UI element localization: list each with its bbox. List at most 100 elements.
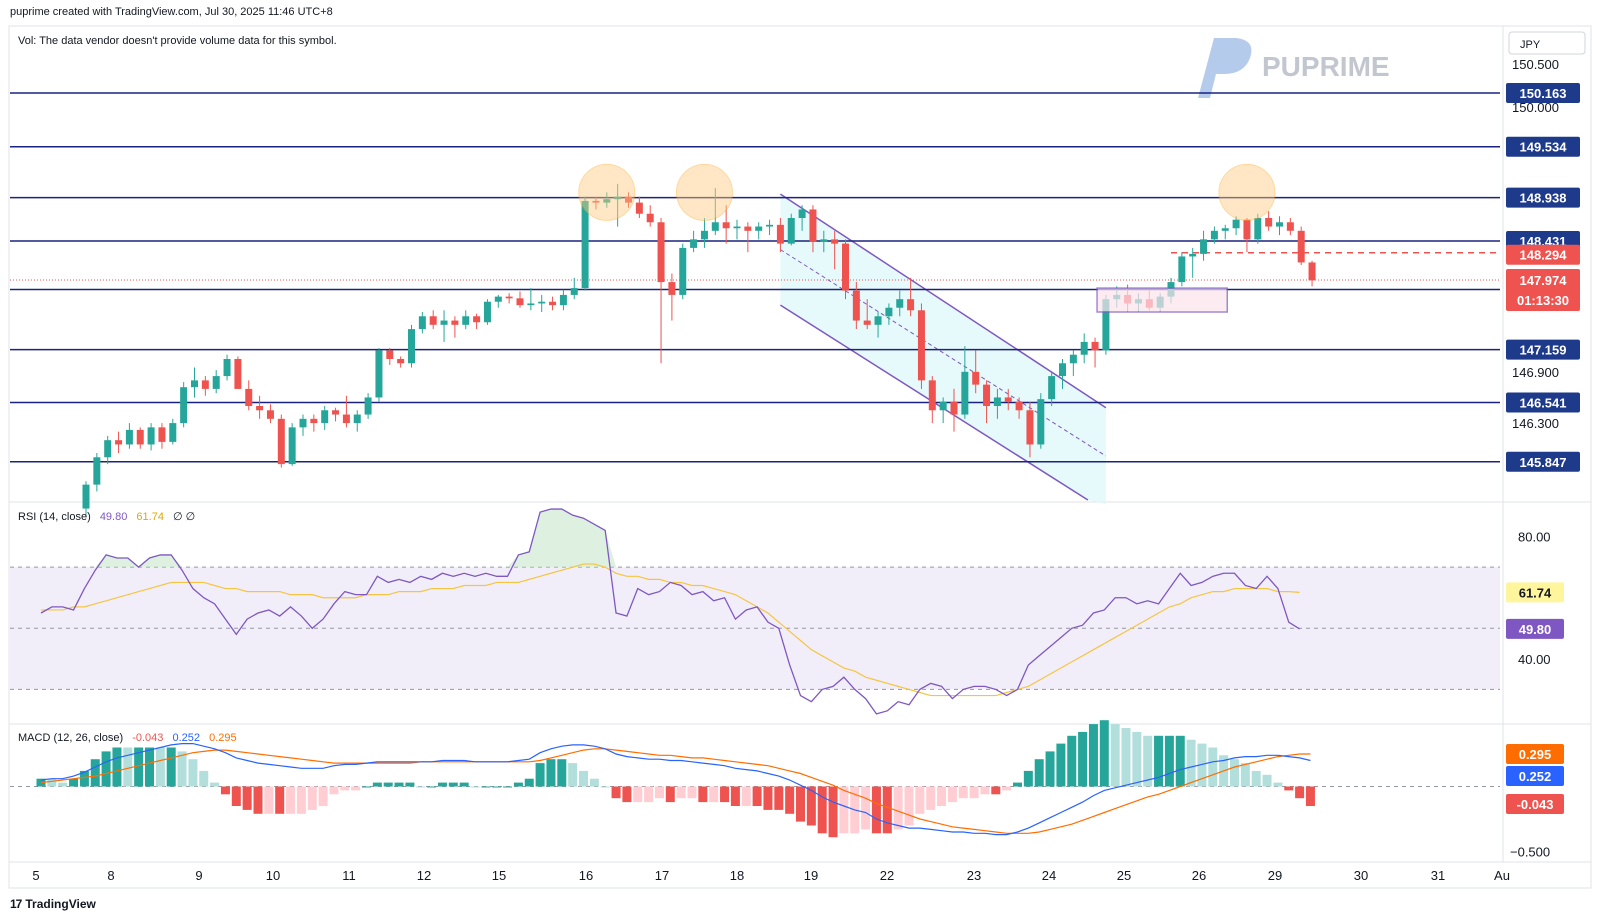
macd-hist-bar bbox=[188, 759, 198, 787]
candle-body bbox=[82, 484, 90, 509]
candle-body bbox=[549, 301, 557, 306]
channel-mid-line bbox=[780, 249, 1107, 457]
top-highlight-circle[interactable] bbox=[1218, 163, 1276, 221]
macd-hist-bar bbox=[915, 786, 925, 814]
candle-body bbox=[972, 371, 980, 385]
macd-hist-bar bbox=[1034, 759, 1044, 787]
countdown-badge: 01:13:30 bbox=[1517, 293, 1569, 308]
macd-hist-bar bbox=[394, 782, 404, 787]
macd-hist-bar bbox=[947, 786, 957, 803]
time-tick: 11 bbox=[342, 868, 356, 883]
macd-hist-bar bbox=[1154, 735, 1164, 787]
candle-body bbox=[473, 316, 481, 323]
macd-hist-bar bbox=[307, 786, 317, 810]
top-highlight-circle[interactable] bbox=[578, 163, 636, 221]
price-axis[interactable]: 150.500 150.000 146.900 146.300 bbox=[1512, 57, 1559, 431]
macd-hist-bar bbox=[991, 786, 1001, 795]
rsi-ma-badge-bg bbox=[1506, 582, 1564, 603]
candle-body bbox=[310, 418, 318, 424]
candle-body bbox=[755, 226, 763, 231]
candle-body bbox=[993, 397, 1001, 406]
candle-body bbox=[690, 239, 698, 248]
candle-body bbox=[223, 359, 231, 377]
macd-hist-bar bbox=[177, 751, 187, 787]
macd-hist-bar bbox=[405, 782, 415, 787]
level-badge: 150.163 bbox=[1520, 86, 1567, 101]
macd-hist-bar bbox=[1305, 786, 1315, 806]
macd-hist-bar bbox=[69, 778, 79, 787]
macd-hist-bar bbox=[806, 786, 816, 826]
macd-hist-bar bbox=[448, 782, 458, 787]
candle-body bbox=[505, 296, 513, 299]
candle-body bbox=[1276, 222, 1283, 227]
macd-hist-bar bbox=[383, 782, 393, 787]
candle-body bbox=[722, 222, 730, 229]
candle-body bbox=[679, 247, 687, 295]
candle-body bbox=[125, 429, 133, 445]
candle-body bbox=[896, 299, 904, 308]
macd-hist-bar bbox=[871, 786, 881, 834]
macd-hist-bar bbox=[123, 747, 133, 787]
candle-body bbox=[527, 303, 535, 306]
macd-hist-bar bbox=[926, 786, 936, 810]
time-tick: 30 bbox=[1354, 868, 1368, 883]
macd-pane[interactable]: −0.500 0.295 0.252 -0.043 bbox=[10, 720, 1564, 860]
time-tick: 29 bbox=[1268, 868, 1282, 883]
currency-box[interactable] bbox=[1508, 31, 1586, 55]
candle-body bbox=[700, 230, 708, 240]
macd-hist-bar bbox=[1175, 735, 1185, 787]
candle-body bbox=[93, 457, 101, 485]
candle-body bbox=[1221, 228, 1229, 231]
candle-body bbox=[158, 427, 166, 442]
macd-hist-bar bbox=[470, 786, 480, 788]
macd-hist-bar bbox=[166, 747, 176, 787]
macd-hist-bar bbox=[1013, 782, 1022, 787]
macd-hist-bar bbox=[329, 786, 339, 795]
rsi-pane[interactable]: 80.00 40.00 61.74 49.80 bbox=[10, 508, 1564, 715]
rsi-line[interactable] bbox=[40, 508, 1300, 715]
macd-hist-bar bbox=[796, 786, 805, 822]
top-highlight-circle[interactable] bbox=[675, 163, 733, 221]
macd-hist-bar bbox=[286, 786, 296, 814]
candle-body bbox=[1091, 341, 1099, 351]
macd-tick: −0.500 bbox=[1510, 845, 1550, 860]
macd-hist-bar bbox=[481, 786, 491, 788]
candle-body bbox=[885, 307, 893, 317]
macd-signal-line[interactable] bbox=[40, 748, 1311, 834]
vol-note: Vol: The data vendor doesn't provide vol… bbox=[18, 35, 337, 47]
macd-hist-bar bbox=[47, 778, 57, 787]
candle-body bbox=[1243, 219, 1251, 240]
consolidation-box[interactable] bbox=[1096, 287, 1229, 313]
candle-body bbox=[1069, 354, 1077, 364]
support-resistance-levels[interactable] bbox=[10, 92, 1500, 463]
macd-hist-bar bbox=[1132, 731, 1142, 787]
macd-hist-bar bbox=[199, 770, 209, 787]
level-badge: 149.534 bbox=[1520, 140, 1568, 155]
level-badge-bg bbox=[1506, 392, 1580, 413]
time-tick: 17 bbox=[655, 868, 669, 883]
macd-hist-bar bbox=[752, 786, 762, 806]
macd-value-badge-bg bbox=[1506, 766, 1564, 786]
candle-body bbox=[744, 226, 752, 231]
macd-line[interactable] bbox=[40, 743, 1311, 836]
macd-hist-bar bbox=[242, 786, 252, 810]
dashed-level-badge-bg bbox=[1506, 244, 1580, 265]
candle-body bbox=[1059, 363, 1066, 377]
time-axis[interactable]: 5 8 9 10 11 12 15 16 17 18 19 22 23 24 25 26 29 30 31 Au bbox=[32, 868, 1510, 883]
macd-value-badge: 0.252 bbox=[1519, 769, 1552, 784]
currency-label: JPY bbox=[1520, 39, 1541, 51]
candle-body bbox=[625, 196, 632, 203]
candle-body bbox=[104, 440, 112, 458]
candle-body bbox=[136, 429, 144, 445]
time-tick: 26 bbox=[1192, 868, 1206, 883]
macd-hist-bar bbox=[372, 782, 382, 787]
price-badges: 150.163149.534148.938148.431147.863147.1… bbox=[1506, 82, 1580, 472]
annotations[interactable] bbox=[578, 163, 1276, 313]
macd-hist-bar bbox=[1197, 743, 1207, 787]
macd-hist-bar bbox=[622, 786, 632, 803]
macd-hist-bar bbox=[351, 786, 361, 791]
macd-hist-bar bbox=[155, 747, 165, 787]
candle-body bbox=[668, 282, 676, 295]
macd-hist-bar bbox=[1284, 786, 1294, 791]
